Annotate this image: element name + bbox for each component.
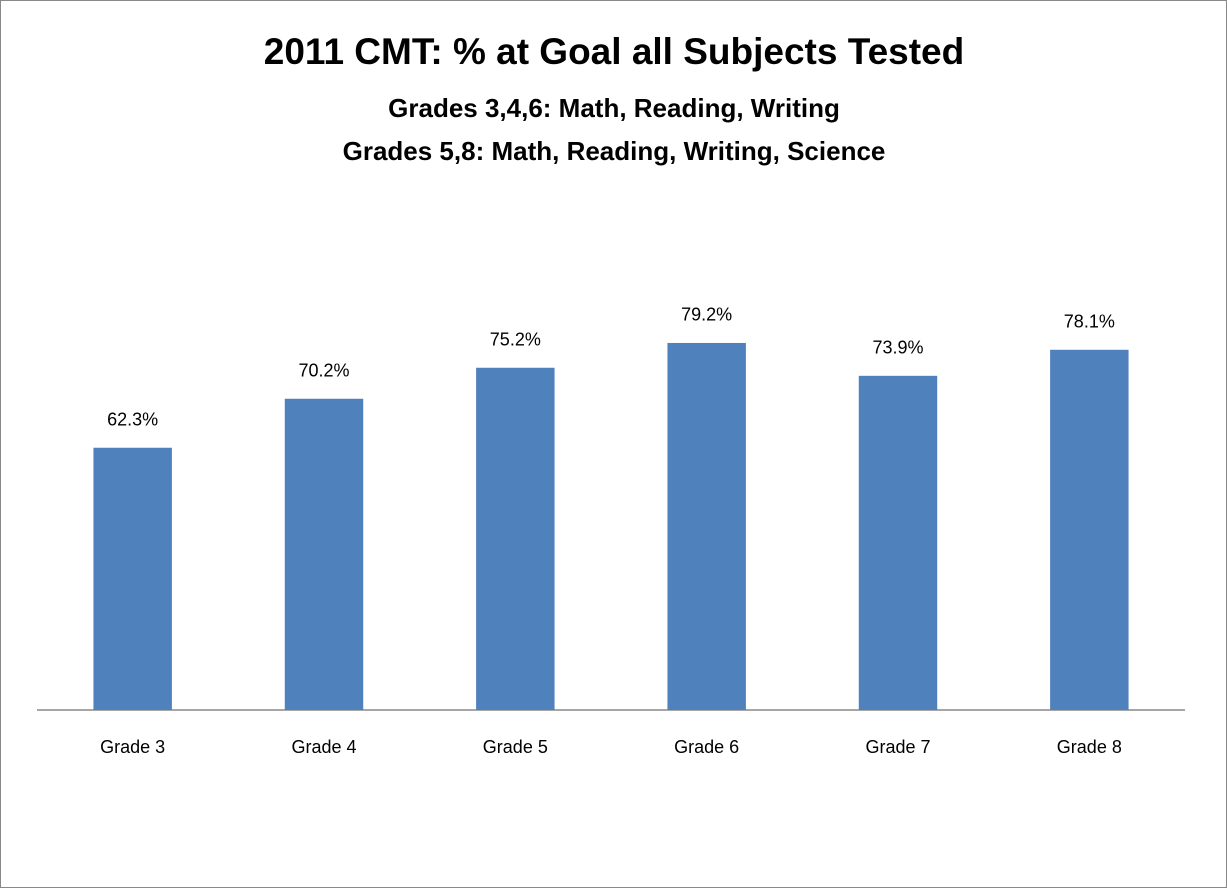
chart-subtitle: Grades 3,4,6: Math, Reading, Writing — [388, 93, 840, 123]
bar — [1050, 349, 1129, 710]
x-tick-label: Grade 5 — [483, 737, 548, 757]
bar — [476, 367, 555, 710]
bar — [93, 447, 172, 710]
x-tick-label: Grade 8 — [1057, 737, 1122, 757]
data-label: 75.2% — [490, 330, 541, 350]
data-label: 73.9% — [872, 338, 923, 358]
x-tick-label: Grade 4 — [291, 737, 356, 757]
bar — [667, 342, 746, 710]
data-label: 78.1% — [1064, 312, 1115, 332]
chart-subtitle: Grades 5,8: Math, Reading, Writing, Scie… — [343, 136, 886, 166]
x-tick-label: Grade 3 — [100, 737, 165, 757]
x-tick-label: Grade 7 — [865, 737, 930, 757]
data-label: 79.2% — [681, 305, 732, 325]
bar — [284, 398, 364, 710]
data-label: 62.3% — [107, 409, 158, 429]
chart-title: 2011 CMT: % at Goal all Subjects Tested — [264, 31, 965, 72]
data-label: 70.2% — [298, 361, 349, 381]
bar — [858, 375, 938, 710]
x-tick-label: Grade 6 — [674, 737, 739, 757]
